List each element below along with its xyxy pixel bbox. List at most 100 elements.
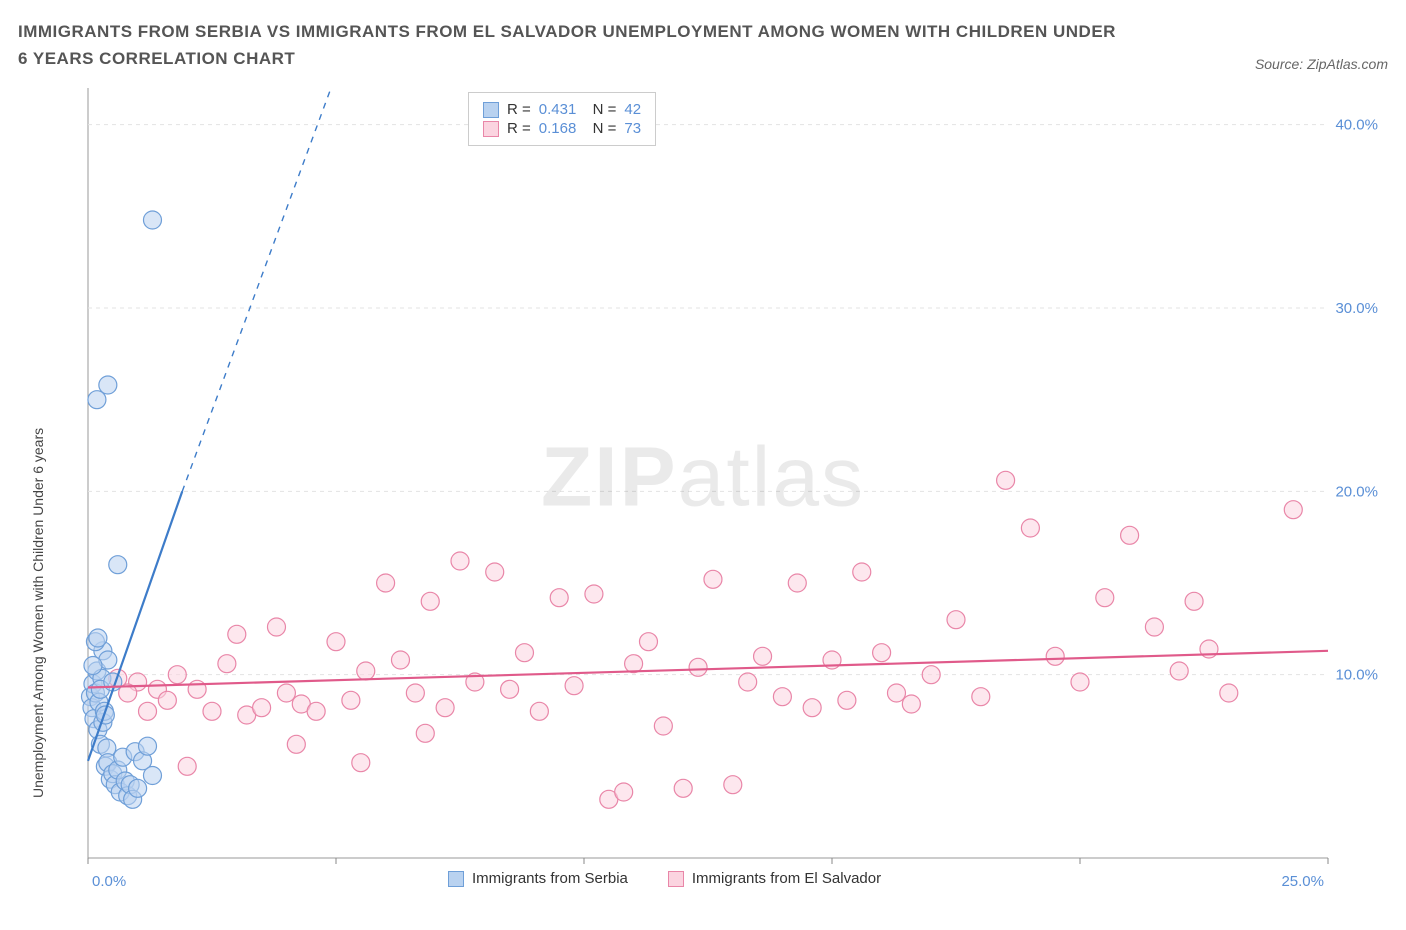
source-label: Source: ZipAtlas.com	[1255, 56, 1388, 72]
trend-line	[88, 651, 1328, 688]
stat-n-label: N =	[584, 120, 616, 137]
stats-legend-box: R = 0.431 N = 42R = 0.168 N = 73	[468, 92, 656, 146]
data-point	[873, 644, 891, 662]
stat-r-label: R =	[507, 101, 531, 118]
data-point	[1145, 618, 1163, 636]
data-point	[486, 563, 504, 581]
svg-text:30.0%: 30.0%	[1335, 300, 1378, 317]
svg-text:40.0%: 40.0%	[1335, 117, 1378, 134]
data-point	[421, 593, 439, 611]
data-point	[615, 783, 633, 801]
data-point	[352, 754, 370, 772]
data-point	[143, 767, 161, 785]
data-point	[902, 695, 920, 713]
data-point	[228, 626, 246, 644]
data-point	[773, 688, 791, 706]
data-point	[342, 692, 360, 710]
data-point	[1121, 527, 1139, 545]
stat-n-value: 42	[624, 101, 641, 118]
data-point	[451, 552, 469, 570]
data-point	[357, 662, 375, 680]
svg-text:10.0%: 10.0%	[1335, 667, 1378, 684]
data-point	[391, 651, 409, 669]
chart-container: Unemployment Among Women with Children U…	[18, 78, 1388, 908]
svg-text:20.0%: 20.0%	[1335, 484, 1378, 501]
legend-label: Immigrants from Serbia	[472, 870, 628, 887]
legend-swatch	[668, 871, 684, 887]
stat-r-value: 0.168	[539, 120, 577, 137]
svg-text:25.0%: 25.0%	[1281, 873, 1324, 890]
stat-n-value: 73	[624, 120, 641, 137]
data-point	[1096, 589, 1114, 607]
data-point	[788, 574, 806, 592]
data-point	[129, 780, 147, 798]
data-point	[277, 684, 295, 702]
stats-row: R = 0.431 N = 42	[483, 101, 641, 118]
stats-row: R = 0.168 N = 73	[483, 120, 641, 137]
data-point	[922, 666, 940, 684]
data-point	[625, 655, 643, 673]
data-point	[803, 699, 821, 717]
legend-item: Immigrants from El Salvador	[668, 870, 881, 887]
data-point	[1071, 673, 1089, 691]
data-point	[838, 692, 856, 710]
data-point	[639, 633, 657, 651]
data-point	[704, 571, 722, 589]
legend-label: Immigrants from El Salvador	[692, 870, 881, 887]
data-point	[654, 717, 672, 735]
data-point	[1185, 593, 1203, 611]
stat-n-label: N =	[584, 101, 616, 118]
stat-r-value: 0.431	[539, 101, 577, 118]
scatter-chart: 10.0% 20.0% 30.0% 40.0% 0.0% 25.0%	[18, 78, 1388, 908]
data-point	[377, 574, 395, 592]
data-point	[327, 633, 345, 651]
trend-line-extrapolated	[182, 88, 331, 491]
data-point	[158, 692, 176, 710]
data-point	[501, 681, 519, 699]
svg-text:0.0%: 0.0%	[92, 873, 126, 890]
chart-title: IMMIGRANTS FROM SERBIA VS IMMIGRANTS FRO…	[18, 18, 1118, 72]
data-point	[550, 589, 568, 607]
data-point	[739, 673, 757, 691]
data-point	[972, 688, 990, 706]
data-point	[436, 699, 454, 717]
trend-line	[88, 492, 182, 761]
data-point	[585, 585, 603, 603]
data-point	[947, 611, 965, 629]
data-point	[997, 472, 1015, 490]
data-point	[1284, 501, 1302, 519]
data-point	[1046, 648, 1064, 666]
data-point	[267, 618, 285, 636]
data-point	[754, 648, 772, 666]
data-point	[406, 684, 424, 702]
data-point	[287, 736, 305, 754]
data-point	[178, 758, 196, 776]
data-point	[887, 684, 905, 702]
data-point	[218, 655, 236, 673]
legend-swatch	[448, 871, 464, 887]
data-point	[530, 703, 548, 721]
legend-item: Immigrants from Serbia	[448, 870, 628, 887]
data-point	[689, 659, 707, 677]
data-point	[724, 776, 742, 794]
data-point	[139, 703, 157, 721]
legend-swatch	[483, 102, 499, 118]
data-point	[109, 556, 127, 574]
series-legend: Immigrants from Serbia Immigrants from El…	[448, 870, 881, 887]
data-point	[416, 725, 434, 743]
data-point	[253, 699, 271, 717]
data-point	[853, 563, 871, 581]
data-point	[84, 657, 102, 675]
data-point	[307, 703, 325, 721]
data-point	[99, 376, 117, 394]
data-point	[1170, 662, 1188, 680]
data-point	[168, 666, 186, 684]
stat-r-label: R =	[507, 120, 531, 137]
data-point	[1021, 519, 1039, 537]
data-point	[143, 211, 161, 229]
y-axis-label: Unemployment Among Women with Children U…	[30, 428, 46, 798]
data-point	[1220, 684, 1238, 702]
data-point	[565, 677, 583, 695]
data-point	[139, 738, 157, 756]
data-point	[203, 703, 221, 721]
